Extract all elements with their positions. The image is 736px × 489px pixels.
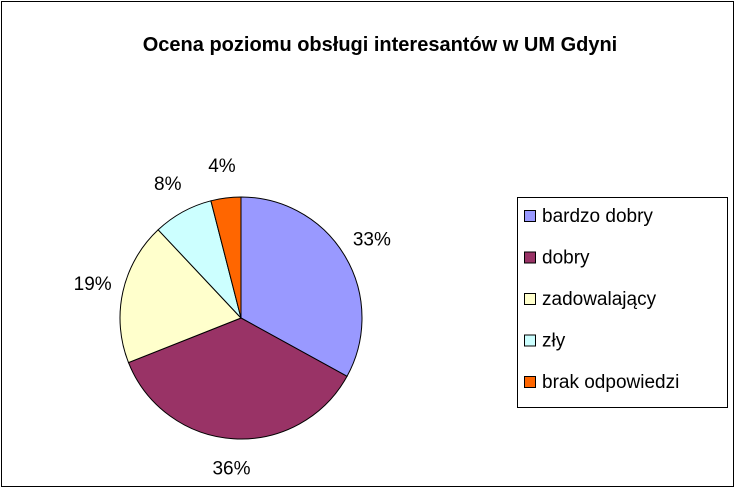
data-label: 4% — [208, 156, 236, 177]
legend-swatch — [524, 376, 536, 388]
legend-label: zadowalający — [542, 289, 657, 310]
data-label: 33% — [353, 230, 391, 251]
legend-label: zły — [542, 331, 566, 352]
pie-slice — [119, 229, 242, 364]
legend-swatch — [524, 293, 536, 305]
pie-slice — [240, 196, 363, 377]
legend-label: dobry — [542, 248, 590, 269]
pie-slice — [127, 317, 348, 440]
data-label: 19% — [74, 274, 112, 295]
data-label: 36% — [212, 459, 250, 480]
legend-swatch — [524, 210, 536, 222]
legend-swatch — [524, 251, 536, 264]
data-label: 8% — [154, 174, 182, 195]
legend-label: brak odpowiedzi — [542, 372, 679, 393]
legend-swatch — [524, 334, 536, 347]
legend-label: bardzo dobry — [542, 206, 653, 227]
chart-title: Ocena poziomu obsługi interesantów w UM … — [142, 34, 618, 56]
pie-slice — [210, 196, 242, 319]
legend-box — [517, 197, 728, 408]
